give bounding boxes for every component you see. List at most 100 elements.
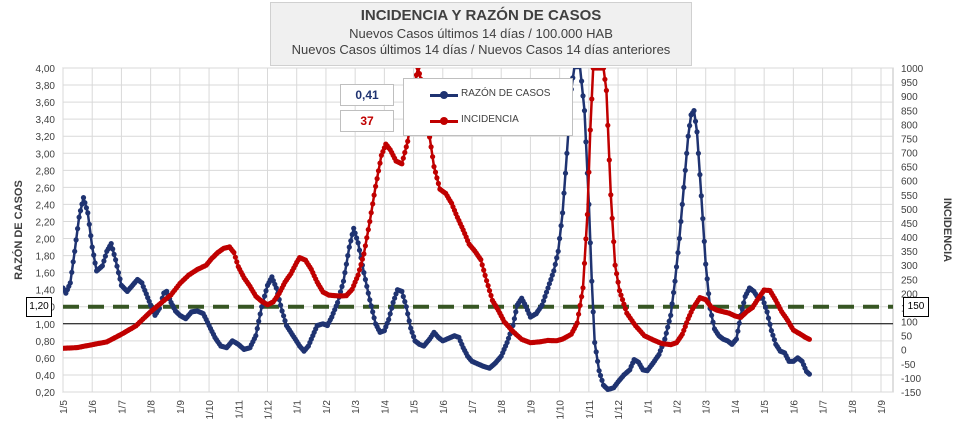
data-point-ratio [117,276,123,282]
left-tick-label: 1,00 [36,320,56,331]
data-point-incidence [485,283,491,289]
data-point-incidence [615,279,621,285]
data-point-incidence [583,236,589,242]
x-tick-label: 1/8 [848,400,859,414]
data-point-ratio [337,289,344,295]
data-point-ratio [400,293,406,300]
data-point-incidence [377,160,383,166]
data-point-incidence [612,262,618,268]
data-point-ratio [82,200,88,206]
data-point-ratio [282,318,288,324]
legend-entry-ratio: RAZÓN DE CASOS [404,88,572,102]
data-point-incidence [482,272,488,278]
data-point-incidence [600,68,607,71]
threshold-label-incidence: 150 [903,297,929,317]
data-point-incidence [684,320,690,326]
x-tick-label: 1/3 [702,400,713,414]
right-tick-label: -100 [901,374,921,385]
data-point-incidence [619,297,626,303]
data-point-incidence [362,243,368,249]
chart-subtitle-ratio: Nuevos Casos últimos 14 días / Nuevos Ca… [291,42,671,57]
data-point-ratio [543,289,550,295]
series-incidence [63,68,813,351]
data-point-ratio [365,290,371,296]
current-ratio-value: 0,41 [340,84,394,106]
data-point-ratio [89,244,95,250]
data-point-ratio [406,318,412,324]
data-point-incidence [484,278,490,284]
data-point-ratio [343,261,349,267]
left-tick-label: 2,40 [36,200,56,211]
data-point-incidence [367,218,373,225]
data-point-incidence [231,249,237,256]
data-point-ratio [675,250,681,256]
data-point-ratio [340,278,347,284]
data-point-ratio [70,259,76,265]
x-tick-label: 1/10 [556,400,567,420]
left-tick-label: 3,60 [36,98,56,109]
data-point-ratio [263,288,269,294]
x-tick-label: 1/6 [789,400,800,414]
data-point-incidence [430,154,436,160]
data-point-ratio [355,240,361,246]
data-point-ratio [562,170,569,176]
data-point-ratio [703,261,709,267]
data-point-incidence [576,311,582,317]
data-point-ratio [656,351,662,358]
x-tick-label: 1/6 [88,400,99,414]
data-point-incidence [488,292,494,299]
data-point-incidence [403,144,409,150]
x-tick-label: 1/1 [643,400,654,414]
data-point-incidence [606,157,612,163]
chart-title: INCIDENCIA Y RAZÓN DE CASOS [360,7,602,24]
data-point-incidence [580,285,586,291]
data-point-ratio [709,312,715,318]
data-point-ratio [599,377,605,383]
data-point-ratio [673,264,680,270]
right-tick-label: -50 [901,360,916,371]
data-point-incidence [478,257,484,263]
data-point-incidence [681,327,687,333]
data-point-incidence [402,149,408,156]
chart-legend: RAZÓN DE CASOS INCIDENCIA [403,78,573,136]
data-point-ratio [676,235,683,242]
data-point-incidence [374,176,380,182]
left-tick-label: 2,00 [36,235,56,246]
right-tick-label: 900 [901,92,918,103]
series-ratio [63,68,813,392]
data-point-ratio [115,270,122,276]
data-point-ratio [763,304,769,310]
data-point-incidence [806,336,813,342]
right-tick-label: 700 [901,149,918,160]
data-point-ratio [698,193,704,199]
data-point-ratio [701,238,707,244]
chart-title-box: INCIDENCIA Y RAZÓN DE CASOS Nuevos Casos… [270,2,692,66]
left-tick-label: 2,60 [36,183,56,194]
data-point-ratio [666,318,672,324]
data-point-incidence [400,155,406,161]
data-point-ratio [736,320,742,326]
data-point-ratio [370,309,376,315]
data-point-incidence [574,320,580,326]
chart-subtitle-incidence: Nuevos Casos últimos 14 días / 100.000 H… [349,26,613,41]
data-point-ratio [767,321,773,327]
data-point-ratio [72,248,78,254]
data-point-ratio [273,285,279,291]
left-tick-label: 0,20 [36,388,56,399]
data-point-ratio [108,241,114,247]
data-point-incidence [415,68,421,71]
data-point-ratio [704,276,710,282]
data-point-incidence [622,306,629,312]
data-point-ratio [67,280,73,286]
data-point-ratio [597,372,604,379]
data-point-incidence [618,292,624,298]
x-tick-label: 1/11 [585,400,596,419]
data-point-ratio [80,195,87,201]
left-tick-label: 0,80 [36,337,56,348]
data-point-ratio [700,216,706,222]
data-point-ratio [554,255,560,261]
data-point-ratio [256,318,262,324]
data-point-incidence [605,122,611,128]
x-tick-label: 1/5 [410,400,421,414]
data-point-ratio [393,291,399,297]
